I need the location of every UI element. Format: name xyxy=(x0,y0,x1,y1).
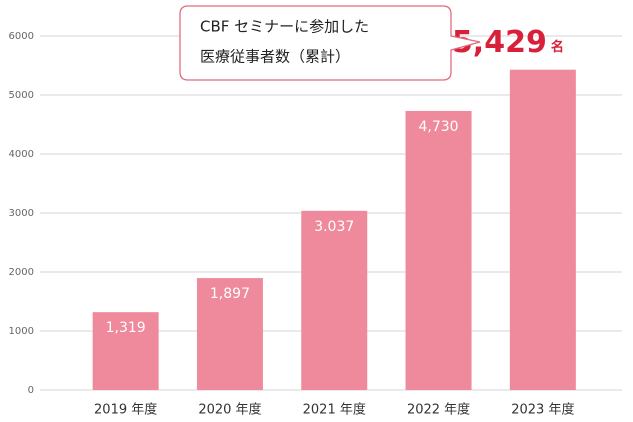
y-tick-label: 6000 xyxy=(9,31,34,42)
y-tick-label: 1000 xyxy=(9,326,34,337)
x-tick-label: 2022 年度 xyxy=(407,402,470,418)
callout: CBF セミナーに参加した 医療従事者数（累計） xyxy=(179,5,481,81)
callout-box xyxy=(179,5,481,81)
x-tick-label: 2019 年度 xyxy=(94,402,157,418)
callout-line: 医療従事者数（累計） xyxy=(200,48,350,66)
bar xyxy=(92,312,159,390)
x-tick-label: 2021 年度 xyxy=(303,402,366,418)
y-tick-label: 5000 xyxy=(9,90,34,101)
y-tick-label: 3000 xyxy=(9,208,34,219)
x-tick-label: 2023 年度 xyxy=(511,402,574,418)
y-tick-label: 0 xyxy=(28,385,34,396)
bar xyxy=(301,210,368,390)
y-tick-label: 4000 xyxy=(9,149,34,160)
value-label: 1,319 xyxy=(106,320,146,336)
unit-label: 名 xyxy=(551,39,564,55)
callout-line: CBF セミナーに参加した xyxy=(200,18,369,36)
value-label: 4,730 xyxy=(419,119,459,135)
bar xyxy=(509,69,576,391)
x-tick-label: 2020 年度 xyxy=(198,402,261,418)
bar xyxy=(405,110,472,391)
value-label: 3.037 xyxy=(314,219,354,235)
bar xyxy=(196,278,263,390)
value-label: 1,897 xyxy=(210,286,250,302)
y-tick-label: 2000 xyxy=(9,267,34,278)
